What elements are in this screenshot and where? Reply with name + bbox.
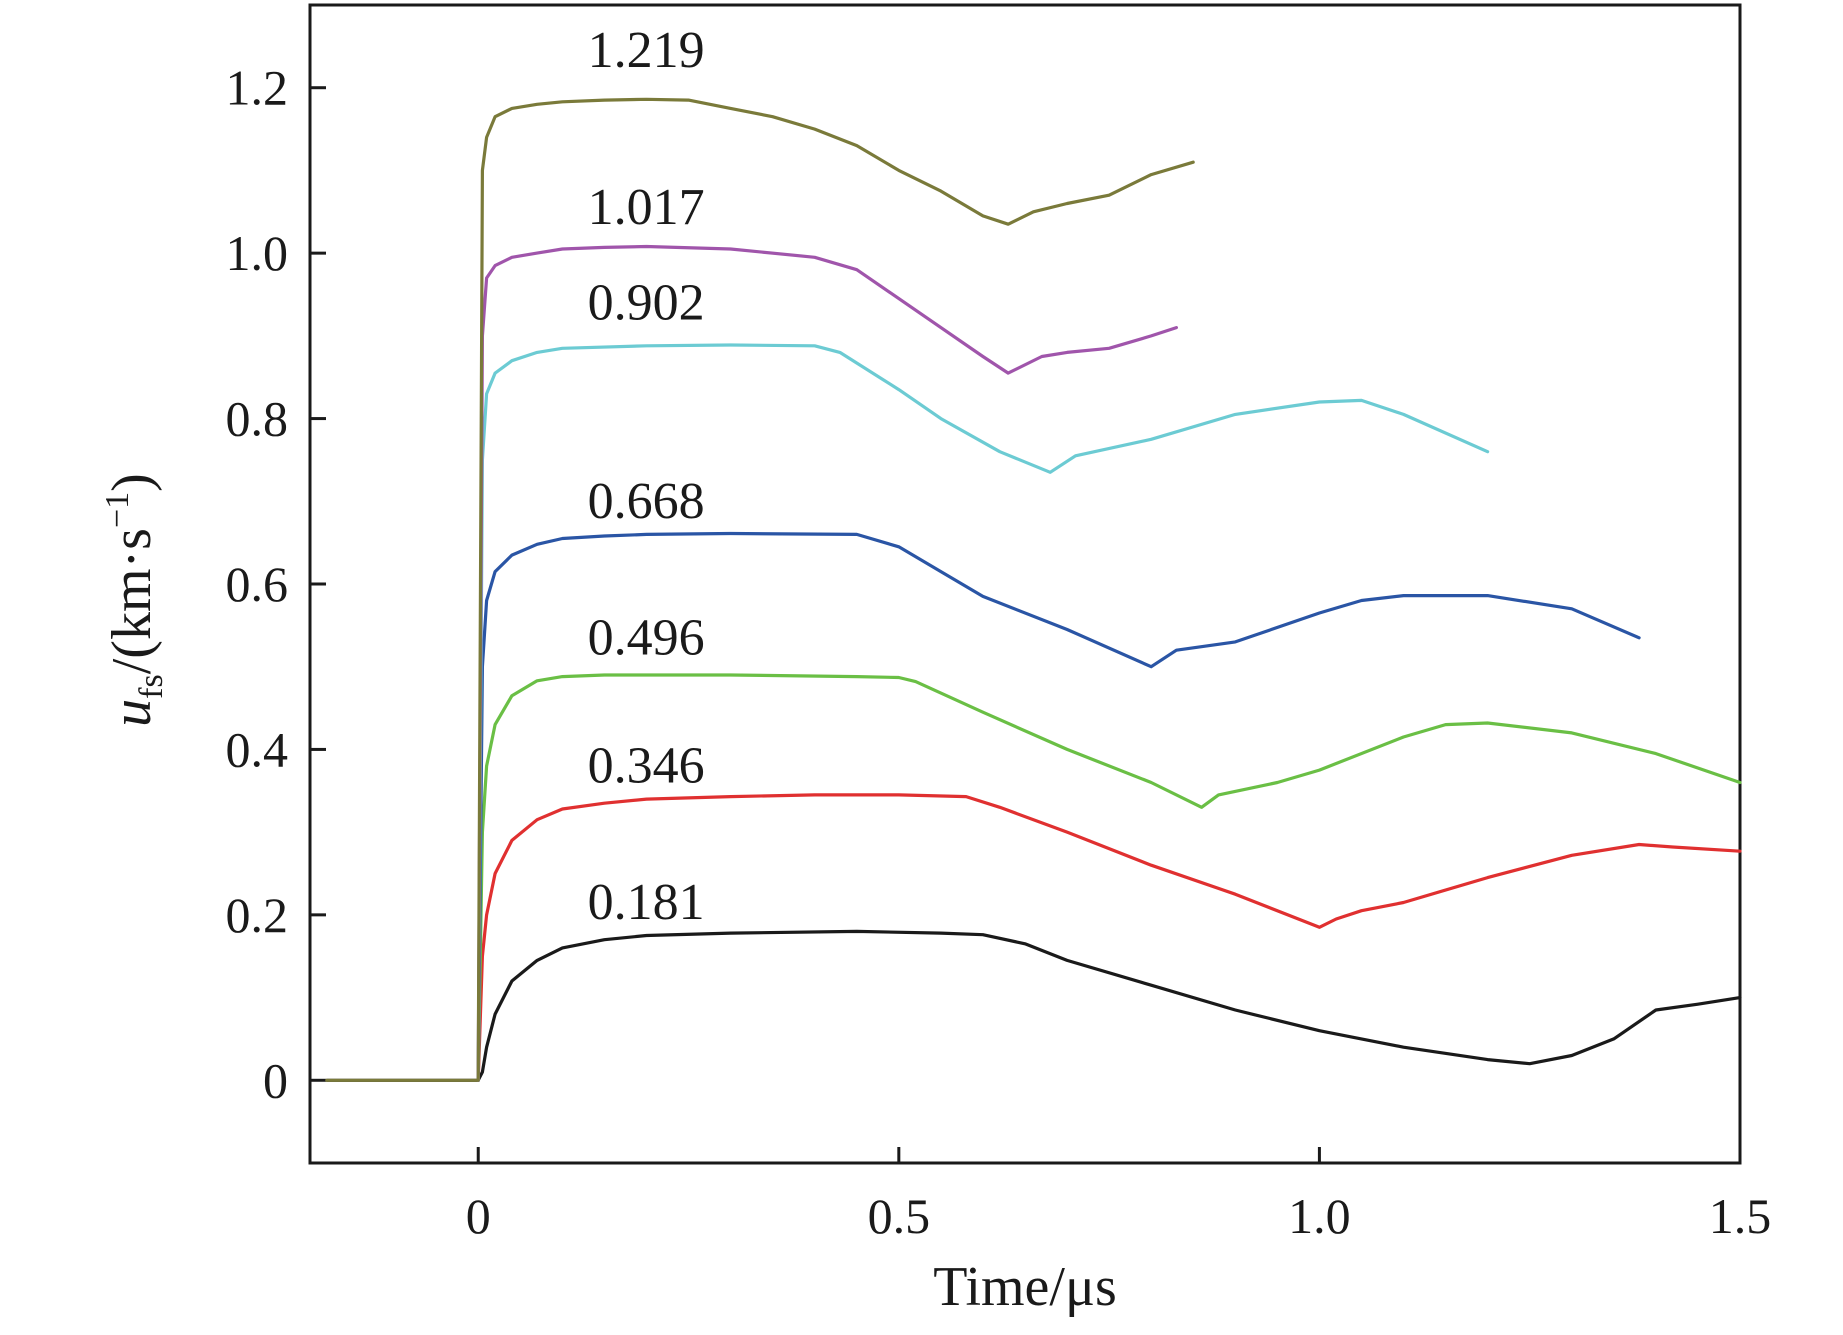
series-line-0.902 [476, 343, 1490, 1082]
x-axis-title: Time/μs [933, 1256, 1117, 1318]
y-axis-title: ufs/(km·s−1) [99, 473, 170, 727]
series-line-1.219 [325, 97, 1195, 1082]
x-tick-label: 0.5 [868, 1188, 931, 1244]
y-axis-title-sup: −1 [99, 492, 136, 528]
series-line-0.496 [476, 673, 1742, 1082]
series-label-0.902: 0.902 [588, 274, 705, 331]
series-labels: 0.181 0.346 0.496 0.668 0.902 1.017 1.219 [588, 22, 705, 931]
x-tick-label: 1.5 [1709, 1188, 1772, 1244]
y-axis-title-unit: /(km·s [101, 528, 163, 674]
y-axis-title-unit-close: ) [101, 473, 163, 492]
series-label-0.496: 0.496 [588, 609, 705, 666]
series-layer [325, 97, 1742, 1082]
series-label-1.219: 1.219 [588, 22, 705, 79]
y-tick-label: 0.4 [226, 721, 289, 777]
x-tick-label: 0 [466, 1188, 491, 1244]
series-line-0.346 [476, 793, 1742, 1082]
series-label-0.668: 0.668 [588, 473, 705, 530]
y-tick-label: 0.6 [226, 556, 289, 612]
series-label-0.181: 0.181 [588, 874, 705, 931]
x-axis: 0 0.5 1.0 1.5 [466, 1147, 1772, 1244]
y-axis-title-sub: fs [133, 674, 170, 699]
y-tick-label: 1.2 [226, 60, 289, 116]
series-line-0.668 [476, 531, 1641, 1082]
y-axis: 0 0.2 0.4 0.6 0.8 1.0 1.2 [226, 60, 326, 1108]
series-label-1.017: 1.017 [588, 179, 705, 236]
series-label-0.346: 0.346 [588, 738, 705, 795]
series-line-1.017 [476, 244, 1178, 1082]
y-tick-label: 0.2 [226, 887, 289, 943]
x-tick-label: 1.0 [1288, 1188, 1351, 1244]
plot-frame [308, 3, 1742, 1165]
series-line-0.181 [325, 929, 1742, 1082]
y-tick-label: 1.0 [226, 225, 289, 281]
y-tick-label: 0.8 [226, 391, 289, 447]
y-axis-title-var: u [101, 699, 163, 727]
y-tick-label: 0 [263, 1052, 288, 1108]
